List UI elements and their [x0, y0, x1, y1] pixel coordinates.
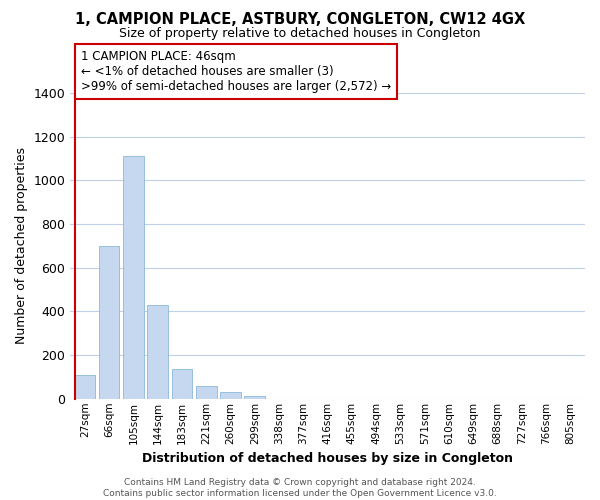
Bar [244, 396, 265, 399]
Bar [196, 386, 217, 399]
Text: Size of property relative to detached houses in Congleton: Size of property relative to detached ho… [119, 28, 481, 40]
Text: 1, CAMPION PLACE, ASTBURY, CONGLETON, CW12 4GX: 1, CAMPION PLACE, ASTBURY, CONGLETON, CW… [75, 12, 525, 28]
Bar [74, 374, 95, 399]
Bar [220, 392, 241, 399]
Y-axis label: Number of detached properties: Number of detached properties [15, 148, 28, 344]
Bar [99, 246, 119, 399]
Bar [148, 305, 168, 399]
X-axis label: Distribution of detached houses by size in Congleton: Distribution of detached houses by size … [142, 452, 513, 465]
Bar [123, 156, 144, 399]
Bar [172, 370, 192, 399]
Text: 1 CAMPION PLACE: 46sqm
← <1% of detached houses are smaller (3)
>99% of semi-det: 1 CAMPION PLACE: 46sqm ← <1% of detached… [80, 50, 391, 93]
Text: Contains HM Land Registry data © Crown copyright and database right 2024.
Contai: Contains HM Land Registry data © Crown c… [103, 478, 497, 498]
